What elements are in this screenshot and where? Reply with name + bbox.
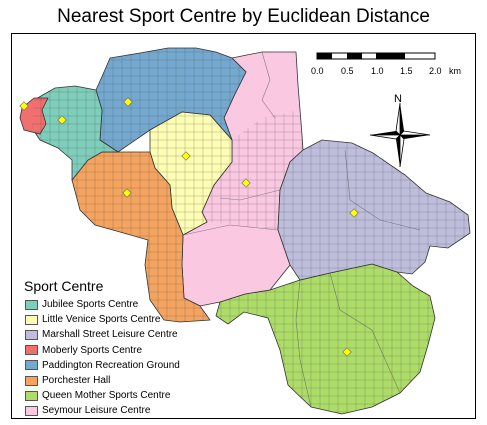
district-boundaries xyxy=(182,51,421,408)
marker-moberly-sports-centre xyxy=(19,101,29,111)
north-label: N xyxy=(394,93,402,105)
scale-tick-label: 0.5 xyxy=(341,66,354,76)
marker-marshall-street-leisure-centre xyxy=(349,208,359,218)
legend-item: Little Venice Sports Centre xyxy=(25,312,180,327)
legend-item: Paddington Recreation Ground xyxy=(25,358,180,373)
legend-label: Paddington Recreation Ground xyxy=(42,359,180,371)
map-title: Nearest Sport Centre by Euclidean Distan… xyxy=(57,6,430,27)
legend-label: Queen Mother Sports Centre xyxy=(42,390,171,402)
scale-bar xyxy=(316,52,436,60)
legend-item: Porchester Hall xyxy=(25,373,180,388)
legend-swatch xyxy=(25,314,38,325)
marker-queen-mother-sports-centre xyxy=(342,347,352,357)
north-arrow xyxy=(369,102,431,168)
scale-tick-label: 0.0 xyxy=(311,66,324,76)
legend-swatch xyxy=(25,405,38,416)
scale-tick-label: 1.5 xyxy=(400,66,413,76)
marker-porchester-hall xyxy=(122,188,132,198)
legend-label: Seymour Leisure Centre xyxy=(42,405,151,417)
scale-tick-label: 1.0 xyxy=(371,66,384,76)
marker-jubilee-sports-centre xyxy=(57,115,67,125)
legend-swatch xyxy=(25,329,38,340)
legend-label: Jubilee Sports Centre xyxy=(42,299,139,311)
legend: Jubilee Sports Centre Little Venice Spor… xyxy=(25,297,180,419)
legend-item: Moberly Sports Centre xyxy=(25,343,180,358)
marker-seymour-leisure-centre xyxy=(241,178,251,188)
legend-label: Marshall Street Leisure Centre xyxy=(42,329,178,341)
scale-tick-label: 2.0 xyxy=(429,66,442,76)
legend-swatch xyxy=(25,390,38,401)
legend-title: Sport Centre xyxy=(24,278,104,294)
legend-label: Moberly Sports Centre xyxy=(42,344,143,356)
legend-swatch xyxy=(25,375,38,386)
marker-paddington-recreation-ground xyxy=(123,97,133,107)
legend-item: Jubilee Sports Centre xyxy=(25,297,180,312)
legend-label: Little Venice Sports Centre xyxy=(42,314,161,326)
legend-swatch xyxy=(25,360,38,371)
sport-centre-markers xyxy=(19,97,359,357)
marker-little-venice-sports-centre xyxy=(181,151,191,161)
scale-unit-label: km xyxy=(449,66,461,76)
legend-item: Seymour Leisure Centre xyxy=(25,403,180,418)
legend-item: Marshall Street Leisure Centre xyxy=(25,327,180,342)
legend-item: Queen Mother Sports Centre xyxy=(25,388,180,403)
map-frame xyxy=(11,33,476,419)
legend-swatch xyxy=(25,299,38,310)
legend-label: Porchester Hall xyxy=(42,375,111,387)
legend-swatch xyxy=(25,345,38,356)
